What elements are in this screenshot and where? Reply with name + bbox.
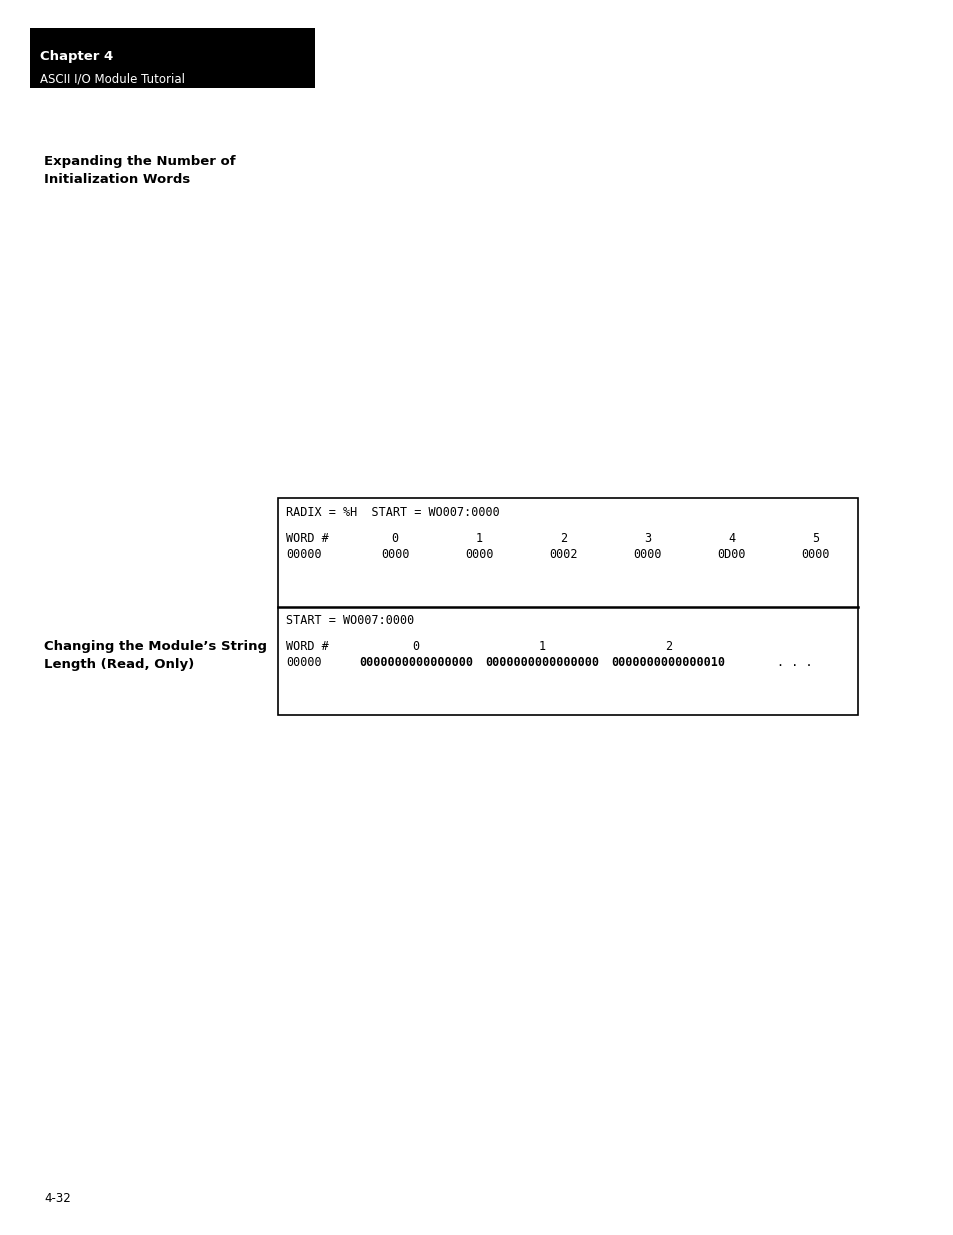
Text: Length (Read, Only): Length (Read, Only) (44, 658, 194, 671)
Text: 2: 2 (559, 532, 566, 545)
Text: 0000000000000010: 0000000000000010 (611, 657, 725, 669)
Text: WORD #: WORD # (286, 532, 329, 545)
Text: 0002: 0002 (549, 548, 578, 561)
Text: 0: 0 (391, 532, 398, 545)
Text: 4-32: 4-32 (44, 1192, 71, 1205)
Text: RADIX = %H  START = WO007:0000: RADIX = %H START = WO007:0000 (286, 506, 499, 519)
Text: Changing the Module’s String: Changing the Module’s String (44, 640, 267, 653)
Text: 0000: 0000 (464, 548, 493, 561)
Text: 0000: 0000 (380, 548, 409, 561)
Text: 0000000000000000: 0000000000000000 (485, 657, 598, 669)
Text: 1: 1 (538, 641, 545, 653)
Text: 2: 2 (664, 641, 672, 653)
Text: . . .: . . . (777, 657, 812, 669)
Text: 00000: 00000 (286, 548, 321, 561)
Text: Initialization Words: Initialization Words (44, 173, 190, 186)
Bar (30, 28, 314, 88)
Text: 0000: 0000 (801, 548, 829, 561)
Text: 0000: 0000 (633, 548, 661, 561)
Text: 0D00: 0D00 (717, 548, 745, 561)
Text: ASCII I/O Module Tutorial: ASCII I/O Module Tutorial (40, 72, 185, 85)
Text: 0: 0 (412, 641, 419, 653)
Text: Chapter 4: Chapter 4 (40, 49, 113, 63)
Text: 00000: 00000 (286, 657, 321, 669)
Text: 4: 4 (727, 532, 735, 545)
Text: 1: 1 (476, 532, 482, 545)
Text: 0000000000000000: 0000000000000000 (358, 657, 473, 669)
Text: 5: 5 (812, 532, 819, 545)
Text: 3: 3 (643, 532, 651, 545)
Bar (277, 498, 857, 715)
Text: WORD #: WORD # (286, 641, 329, 653)
Text: START = WO007:0000: START = WO007:0000 (286, 615, 414, 627)
Text: Expanding the Number of: Expanding the Number of (44, 156, 235, 168)
